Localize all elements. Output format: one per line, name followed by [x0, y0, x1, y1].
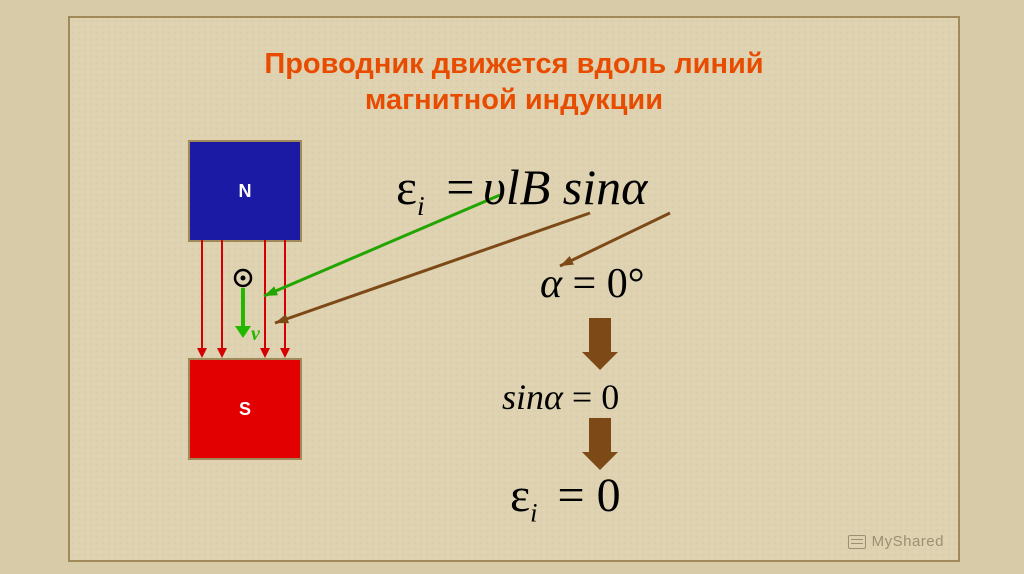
eps0-eps: ε	[510, 469, 530, 522]
eps0-sub: i	[530, 498, 537, 528]
watermark-icon	[848, 535, 866, 549]
formula-eps0: εi = 0	[510, 468, 621, 529]
epsilon-symbol: ε	[396, 159, 417, 215]
formula-alpha-text: α = 0°	[540, 261, 645, 307]
eps0-rhs: = 0	[558, 469, 621, 522]
outer-background: Проводник движется вдоль линий магнитной…	[0, 0, 1024, 574]
formula-sin-text: sinα = 0	[502, 377, 619, 417]
formula-main-rhs: =υlB sinα	[443, 159, 647, 215]
formula-main: εi =υlB sinα	[396, 158, 647, 222]
watermark: MyShared	[848, 533, 944, 550]
watermark-text: MyShared	[872, 533, 944, 550]
formula-sin: sinα = 0	[502, 376, 619, 418]
svg-text:v: v	[251, 323, 261, 345]
formula-alpha: α = 0°	[540, 260, 645, 308]
epsilon-sub: i	[417, 190, 425, 221]
slide: Проводник движется вдоль линий магнитной…	[68, 16, 960, 562]
